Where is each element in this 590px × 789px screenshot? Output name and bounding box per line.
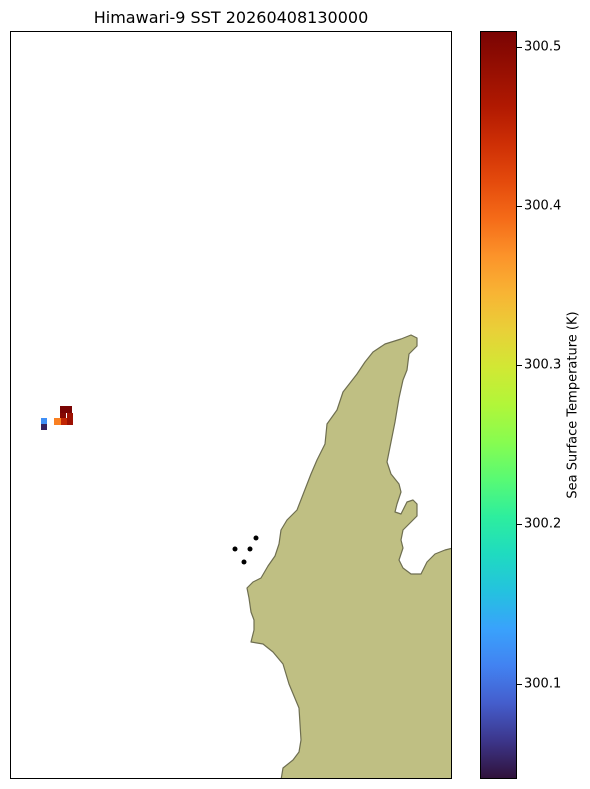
colorbar-tick-label: 300.4 (524, 198, 562, 214)
sst-cell (41, 418, 47, 424)
sst-cell (61, 418, 67, 425)
colorbar-tick-mark (517, 46, 522, 48)
colorbar-tick-label: 300.3 (524, 357, 562, 373)
sst-cell (41, 424, 47, 430)
colorbar-tick-mark (517, 683, 522, 685)
station-marker (241, 559, 247, 565)
colorbar (480, 31, 517, 779)
map-canvas (41, 334, 451, 778)
station-marker (247, 546, 253, 552)
colorbar-tick-label: 300.1 (524, 676, 562, 691)
sst-cell (60, 406, 72, 413)
station-marker (253, 535, 259, 541)
colorbar-tick-label: 300.5 (524, 39, 562, 55)
sst-cell (60, 413, 66, 419)
sst-cells (41, 406, 73, 430)
land-mass (246, 334, 451, 778)
sst-cell (54, 418, 61, 425)
stations (232, 535, 259, 565)
sst-cell (67, 413, 73, 425)
station-marker (232, 546, 238, 552)
map-panel[interactable] (10, 31, 452, 779)
colorbar-tick-mark (517, 524, 522, 526)
map-title: Himawari-9 SST 20260408130000 (93, 8, 369, 27)
colorbar-tick-mark (517, 206, 522, 208)
colorbar-axis-title: Sea Surface Temperature (K) (565, 311, 581, 499)
colorbar-tick-mark (517, 365, 522, 367)
colorbar-tick-label: 300.2 (524, 516, 562, 532)
